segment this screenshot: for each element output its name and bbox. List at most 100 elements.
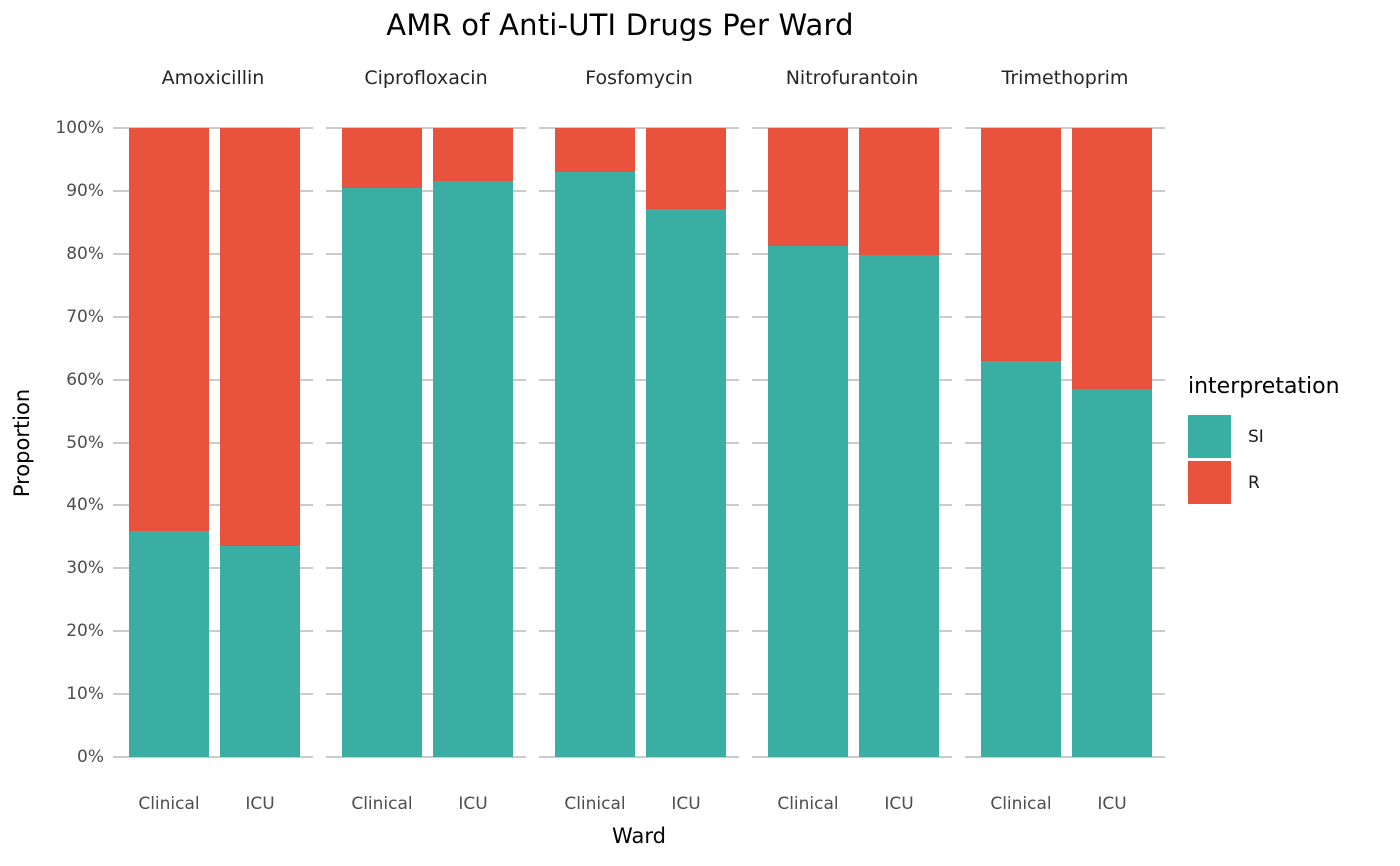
- gridline: [326, 630, 526, 633]
- bar-segment-si: [981, 361, 1061, 757]
- y-tick-label: 40%: [66, 495, 104, 516]
- facet-panel: [965, 127, 1165, 758]
- bar-segment-r: [768, 128, 848, 246]
- bar-segment-si: [1072, 389, 1152, 757]
- facet-label: Nitrofurantoin: [785, 67, 919, 89]
- gridline: [539, 567, 739, 570]
- gridline: [113, 378, 313, 381]
- gridline: [965, 378, 1165, 381]
- gridline: [326, 315, 526, 318]
- legend-label: SI: [1248, 426, 1264, 447]
- y-tick-label: 90%: [66, 180, 104, 201]
- gridline: [965, 567, 1165, 570]
- y-tick-label: 30%: [66, 558, 104, 579]
- gridline: [326, 693, 526, 696]
- bar-segment-si: [129, 531, 209, 757]
- y-tick-label: 80%: [66, 243, 104, 264]
- legend-swatch-si: [1188, 415, 1231, 458]
- gridline: [326, 567, 526, 570]
- facet-panel: [326, 127, 526, 758]
- gridline: [965, 127, 1165, 129]
- x-tick-label: ICU: [884, 794, 914, 814]
- gridline: [752, 630, 952, 633]
- gridline: [113, 567, 313, 570]
- gridline: [965, 189, 1165, 192]
- gridline: [539, 378, 739, 381]
- gridline: [965, 504, 1165, 507]
- gridline: [539, 127, 739, 129]
- bar-segment-r: [433, 128, 513, 181]
- x-tick-label: Clinical: [138, 794, 200, 814]
- gridline: [113, 189, 313, 192]
- facet-label: Amoxicillin: [161, 67, 265, 89]
- gridline: [326, 127, 526, 129]
- bar-segment-r: [646, 128, 726, 209]
- legend-title: interpretation: [1188, 374, 1340, 399]
- gridline: [965, 315, 1165, 318]
- gridline: [539, 504, 739, 507]
- gridline: [326, 189, 526, 192]
- gridline: [965, 630, 1165, 633]
- bar-segment-r: [981, 128, 1061, 361]
- bar-segment-si: [768, 246, 848, 757]
- gridline: [113, 693, 313, 696]
- y-tick-label: 100%: [55, 118, 104, 138]
- gridline: [965, 693, 1165, 696]
- y-tick-label: 10%: [66, 684, 104, 705]
- bar-segment-r: [859, 128, 939, 255]
- gridline: [539, 630, 739, 633]
- x-tick-label: ICU: [245, 794, 275, 814]
- bar-segment-si: [555, 172, 635, 757]
- bar-segment-r: [1072, 128, 1152, 389]
- bar-segment-r: [555, 128, 635, 172]
- gridline: [539, 756, 739, 758]
- gridline: [539, 441, 739, 444]
- bar-segment-si: [342, 188, 422, 757]
- gridline: [965, 441, 1165, 444]
- gridline: [752, 315, 952, 318]
- y-tick-label: 50%: [66, 432, 104, 453]
- y-tick-label: 20%: [66, 621, 104, 642]
- bar-segment-si: [859, 255, 939, 757]
- bar-segment-r: [129, 128, 209, 531]
- x-tick-label: Clinical: [564, 794, 626, 814]
- gridline: [752, 756, 952, 758]
- x-tick-label: Clinical: [990, 794, 1052, 814]
- gridline: [326, 756, 526, 758]
- gridline: [326, 441, 526, 444]
- gridline: [113, 441, 313, 444]
- legend-label: R: [1248, 472, 1260, 493]
- bar-segment-si: [646, 209, 726, 757]
- gridline: [752, 441, 952, 444]
- gridline: [539, 693, 739, 696]
- chart-title: AMR of Anti-UTI Drugs Per Ward: [386, 8, 854, 42]
- facet-panel: [113, 127, 313, 758]
- gridline: [113, 504, 313, 507]
- y-tick-label: 70%: [66, 306, 104, 327]
- x-axis-title: Ward: [612, 824, 666, 848]
- bar-segment-r: [342, 128, 422, 188]
- bar-segment-si: [433, 181, 513, 757]
- legend-row: R: [1188, 461, 1340, 504]
- gridline: [752, 567, 952, 570]
- gridline: [965, 756, 1165, 758]
- gridline: [326, 378, 526, 381]
- gridline: [113, 252, 313, 255]
- legend: interpretation SI R: [1188, 374, 1340, 507]
- x-tick-label: Clinical: [351, 794, 413, 814]
- x-tick-label: Clinical: [777, 794, 839, 814]
- gridline: [752, 693, 952, 696]
- x-tick-label: ICU: [458, 794, 488, 814]
- gridline: [113, 756, 313, 758]
- legend-swatch-r: [1188, 461, 1231, 504]
- gridline: [326, 504, 526, 507]
- y-tick-label: 60%: [66, 369, 104, 390]
- gridline: [539, 189, 739, 192]
- gridline: [539, 252, 739, 255]
- y-tick-label: 0%: [77, 747, 104, 767]
- gridline: [113, 630, 313, 633]
- x-tick-label: ICU: [671, 794, 701, 814]
- legend-row: SI: [1188, 415, 1340, 458]
- gridline: [326, 252, 526, 255]
- gridline: [752, 378, 952, 381]
